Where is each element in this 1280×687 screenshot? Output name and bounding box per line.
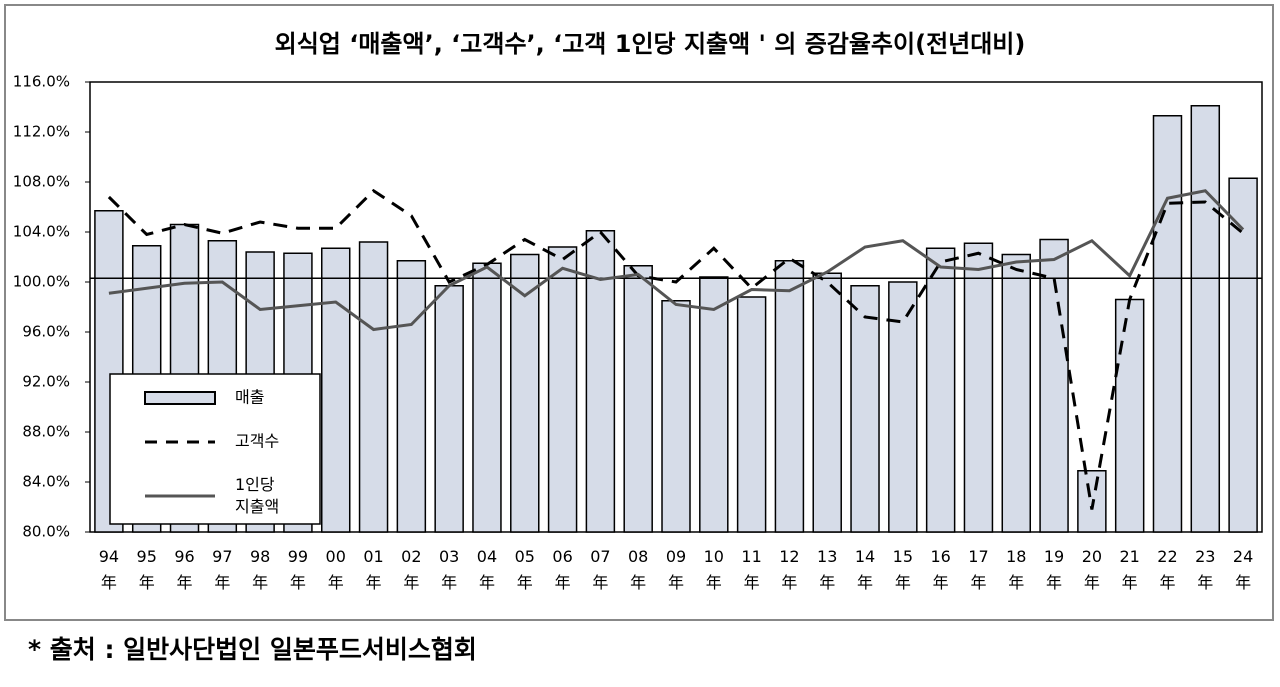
x-tick-label: 99 年 [288, 547, 308, 592]
line-series [107, 188, 1245, 510]
bar [699, 276, 729, 533]
bar [850, 285, 880, 533]
x-tick-label: 94 年 [99, 547, 119, 592]
bar [736, 296, 767, 533]
x-tick-label: 21 年 [1119, 547, 1139, 592]
y-tick-label: 92.0% [22, 373, 70, 391]
x-tick-label: 18 年 [1006, 547, 1026, 592]
x-tick-label: 09 年 [666, 547, 686, 592]
bar [888, 281, 918, 533]
legend-label: 1인당 지출액 [235, 475, 279, 516]
y-tick-label: 116.0% [13, 73, 70, 91]
x-tick-label: 96 年 [174, 547, 194, 592]
legend-label: 매출 [235, 388, 264, 407]
x-tick-label: 02 年 [401, 547, 421, 592]
bar [1001, 253, 1031, 533]
legend-swatch [144, 391, 216, 405]
x-tick-label: 11 年 [741, 547, 761, 592]
x-tick-label: 13 年 [817, 547, 837, 592]
x-tick-label: 08 年 [628, 547, 648, 592]
bar [661, 300, 691, 533]
x-tick-label: 06 年 [552, 547, 572, 592]
bar [925, 247, 956, 533]
bar [1039, 238, 1069, 533]
bar [472, 262, 502, 533]
x-tick-label: 07 年 [590, 547, 610, 592]
bar [963, 242, 994, 533]
line-series [108, 189, 1245, 332]
x-tick-label: 00 年 [326, 547, 346, 592]
bar [623, 265, 653, 533]
x-tick-label: 17 年 [968, 547, 988, 592]
x-tick-label: 10 年 [704, 547, 724, 592]
bar [358, 241, 389, 533]
bar [1114, 298, 1145, 533]
x-tick-label: 20 年 [1082, 547, 1102, 592]
y-tick-label: 112.0% [13, 123, 70, 141]
x-tick-label: 04 年 [477, 547, 497, 592]
chart-title: 외식업 ‘매출액’, ‘고객수’, ‘고객 1인당 지출액 ' 의 증감율추이(… [275, 30, 1026, 58]
bar [510, 253, 540, 533]
y-tick-label: 100.0% [13, 273, 70, 291]
bar [547, 246, 578, 533]
x-tick-label: 95 年 [137, 547, 157, 592]
legend-label: 고객수 [235, 432, 279, 451]
x-tick-label: 16 年 [930, 547, 950, 592]
bar [812, 272, 842, 533]
x-tick-label: 01 年 [363, 547, 383, 592]
y-tick-label: 88.0% [22, 423, 70, 441]
bar [774, 260, 805, 533]
bar [321, 247, 351, 533]
bar [396, 260, 427, 533]
x-tick-label: 23 年 [1195, 547, 1215, 592]
x-tick-label: 15 年 [893, 547, 913, 592]
y-tick-label: 84.0% [22, 473, 70, 491]
y-tick-label: 80.0% [22, 523, 70, 541]
bar [1152, 115, 1183, 533]
x-tick-label: 05 年 [515, 547, 535, 592]
bar [434, 285, 464, 533]
y-tick-label: 96.0% [22, 323, 70, 341]
y-tick-label: 108.0% [13, 173, 70, 191]
x-tick-label: 19 年 [1044, 547, 1064, 592]
x-tick-label: 14 年 [855, 547, 875, 592]
x-tick-label: 24 年 [1233, 547, 1253, 592]
source-note: * 출처 : 일반사단법인 일본푸드서비스협회 [28, 635, 477, 664]
bar [1228, 177, 1258, 533]
x-tick-label: 12 年 [779, 547, 799, 592]
x-tick-label: 03 年 [439, 547, 459, 592]
x-tick-label: 22 年 [1157, 547, 1177, 592]
x-tick-label: 98 年 [250, 547, 270, 592]
y-tick-label: 104.0% [13, 223, 70, 241]
x-tick-label: 97 年 [212, 547, 232, 592]
bar [1190, 105, 1221, 533]
